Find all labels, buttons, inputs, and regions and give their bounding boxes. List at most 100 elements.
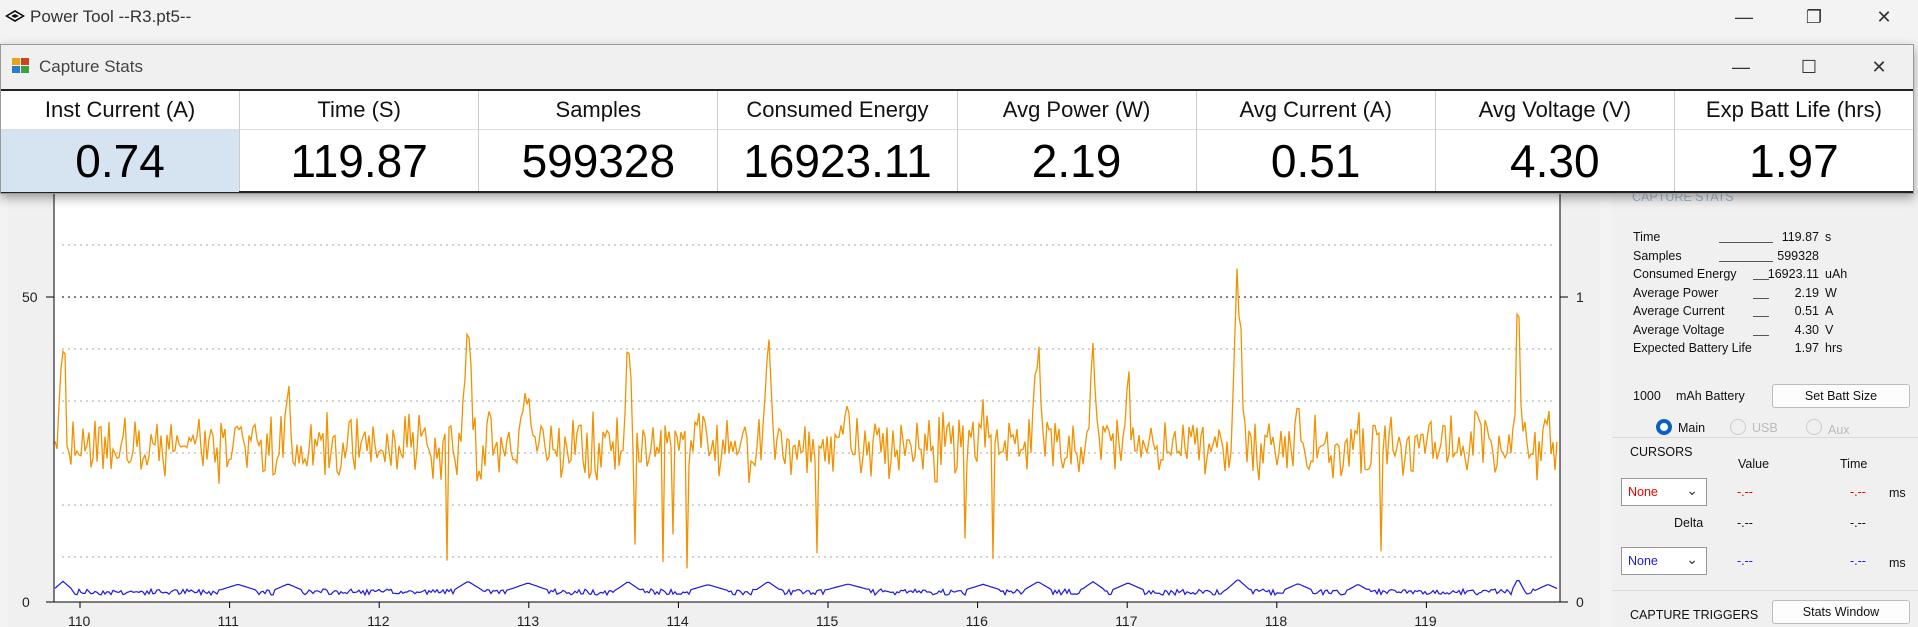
cursor2-select[interactable]: None ⌄ [1621, 547, 1707, 575]
leader-line [1753, 334, 1769, 336]
capture-stat-row: Expected Battery Life 1.97 hrs [1633, 341, 1913, 359]
left-axis-tick-label: 50 [22, 289, 38, 305]
capture-stat-value: 599328 [1777, 248, 1819, 263]
channel-main-label: Main [1678, 421, 1706, 435]
power-trace-plot[interactable]: 50 0 1 0 110 111 112 113 114 115 116 117 118 119 [8, 190, 1600, 627]
x-axis-tick-label: 111 [218, 613, 239, 627]
channel-aux-radio[interactable] [1806, 419, 1822, 435]
capture-stats-window: Capture Stats — ☐ ✕ Inst Current (A) 0.7… [0, 44, 1914, 194]
cursor-time-header: Time [1840, 457, 1868, 471]
stat-header: Avg Power (W) [957, 91, 1196, 130]
cursor2-value: -.-- [1737, 554, 1753, 568]
channel-main-radio[interactable] [1656, 419, 1672, 435]
stat-header: Avg Current (A) [1196, 91, 1435, 130]
capture-stat-value: 0.51 [1794, 304, 1819, 318]
stat-avg-current[interactable]: Avg Current (A) 0.51 [1196, 91, 1436, 191]
left-axis-tick-label: 0 [22, 594, 30, 610]
stat-inst-current[interactable]: Inst Current (A) 0.74 [1, 91, 241, 192]
stat-value: 4.30 [1510, 135, 1600, 187]
capture-stat-unit: s [1825, 230, 1832, 244]
channel-aux-label: Aux [1828, 423, 1850, 437]
x-axis-tick-label: 115 [816, 613, 839, 627]
stat-exp-batt-life[interactable]: Exp Batt Life (hrs) 1.97 [1674, 91, 1913, 191]
capture-stat-value: 4.30 [1794, 322, 1819, 337]
cursor-value-header: Value [1738, 457, 1770, 471]
delta-value: -.-- [1737, 516, 1753, 530]
capture-stat-label: Time [1633, 230, 1661, 244]
stat-header: Exp Batt Life (hrs) [1674, 91, 1913, 130]
capture-stats-title: Capture Stats [39, 57, 143, 76]
main-minimize-button[interactable]: — [1735, 6, 1753, 27]
capture-stat-value: 1.97 [1794, 341, 1819, 355]
stat-time[interactable]: Time (S) 119.87 [240, 91, 480, 191]
plot-area[interactable]: 50 0 1 0 110 111 112 113 114 115 116 117 118 119 [8, 190, 1600, 627]
channel-usb-radio[interactable] [1730, 419, 1746, 435]
stat-avg-power[interactable]: Avg Power (W) 2.19 [957, 91, 1197, 191]
main-close-button[interactable]: ✕ [1876, 6, 1892, 27]
capture-stat-unit: A [1825, 304, 1834, 318]
x-axis-tick-label: 116 [966, 613, 989, 627]
delta-label: Delta [1674, 516, 1704, 530]
stat-samples[interactable]: Samples 599328 [479, 91, 719, 191]
capture-stats-table: Inst Current (A) 0.74 Time (S) 119.87 Sa… [1, 89, 1913, 193]
stats-minimize-button[interactable]: — [1732, 56, 1750, 77]
capture-stat-unit: uAh [1825, 267, 1848, 281]
plot-background [54, 190, 1560, 602]
stat-value: 16923.11 [743, 135, 932, 187]
capture-stat-row: Time 119.87 s [1633, 230, 1913, 248]
capture-stat-value: 2.19 [1794, 285, 1819, 300]
stat-header: Time (S) [240, 91, 479, 130]
channel-usb-label: USB [1752, 421, 1778, 435]
app-icon [4, 8, 25, 24]
capture-stat-unit: hrs [1825, 341, 1843, 355]
set-batt-size-button[interactable]: Set Batt Size [1772, 384, 1910, 408]
stat-value: 2.19 [1031, 135, 1122, 187]
stat-consumed-energy[interactable]: Consumed Energy 16923.11 [718, 91, 958, 191]
stat-value: 599328 [521, 135, 676, 187]
x-axis-tick-label: 110 [68, 613, 91, 627]
main-title-bar: Power Tool --R3.pt5-- — ❐ ✕ [0, 0, 1918, 34]
leader-line [1719, 242, 1773, 243]
cursor2-unit: ms [1889, 556, 1906, 570]
group-divider [1612, 437, 1918, 438]
capture-stats-title-bar[interactable]: Capture Stats — ☐ ✕ [1, 45, 1913, 89]
capture-stat-label: Expected Battery Life [1633, 341, 1752, 355]
stat-avg-voltage[interactable]: Avg Voltage (V) 4.30 [1435, 91, 1675, 191]
x-axis-tick-label: 117 [1115, 613, 1138, 627]
stat-value: 0.74 [1, 130, 240, 192]
capture-stat-unit: V [1825, 322, 1834, 337]
battery-size-label: mAh Battery [1676, 389, 1745, 403]
main-current-trace [54, 268, 1558, 569]
x-axis-tick-label: 112 [367, 613, 390, 627]
stats-close-button[interactable]: ✕ [1871, 56, 1887, 77]
leader-line [1753, 279, 1769, 280]
capture-stat-row: Samples 599328 [1633, 249, 1913, 267]
capture-stat-value: 119.87 [1781, 230, 1819, 244]
capture-stat-row: Average Current 0.51 A [1633, 304, 1913, 322]
capture-stat-row: Consumed Energy 16923.11 uAh [1633, 267, 1913, 285]
main-restore-button[interactable]: ❐ [1805, 6, 1823, 27]
cursor1-select[interactable]: None ⌄ [1621, 478, 1707, 506]
capture-stat-row: Average Power 2.19 W [1633, 286, 1913, 304]
cursor1-value: -.-- [1737, 485, 1753, 499]
battery-size-value: 1000 [1633, 389, 1661, 403]
stat-header: Avg Voltage (V) [1435, 91, 1674, 130]
capture-stat-label: Average Power [1633, 285, 1719, 300]
capture-stat-row: Average Voltage 4.30 V [1633, 323, 1913, 341]
cursor2-select-value: None [1628, 554, 1658, 568]
stat-value: 1.97 [1749, 135, 1839, 187]
cursor1-unit: ms [1889, 486, 1906, 500]
x-axis-tick-label: 113 [517, 613, 540, 627]
right-axis-tick-label: 1 [1576, 289, 1584, 305]
capture-triggers-group-title: CAPTURE TRIGGERS [1630, 608, 1759, 622]
secondary-trace [54, 579, 1558, 597]
stats-maximize-button[interactable]: ☐ [1800, 56, 1818, 77]
stats-window-button[interactable]: Stats Window [1772, 600, 1910, 624]
stat-value: 119.87 [290, 135, 428, 187]
stat-header: Inst Current (A) [1, 91, 240, 130]
window-app-icon [11, 57, 31, 80]
right-axis-tick-label: 0 [1576, 594, 1584, 610]
cursors-group-title: CURSORS [1630, 445, 1693, 459]
x-axis-tick-label: 119 [1414, 613, 1437, 627]
chevron-down-icon: ⌄ [1686, 551, 1698, 567]
